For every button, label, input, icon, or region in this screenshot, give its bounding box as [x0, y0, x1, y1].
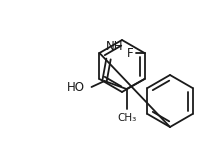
Text: HO: HO	[66, 81, 85, 94]
Text: CH₃: CH₃	[117, 113, 136, 123]
Text: NH: NH	[106, 40, 123, 53]
Text: F: F	[127, 46, 134, 59]
